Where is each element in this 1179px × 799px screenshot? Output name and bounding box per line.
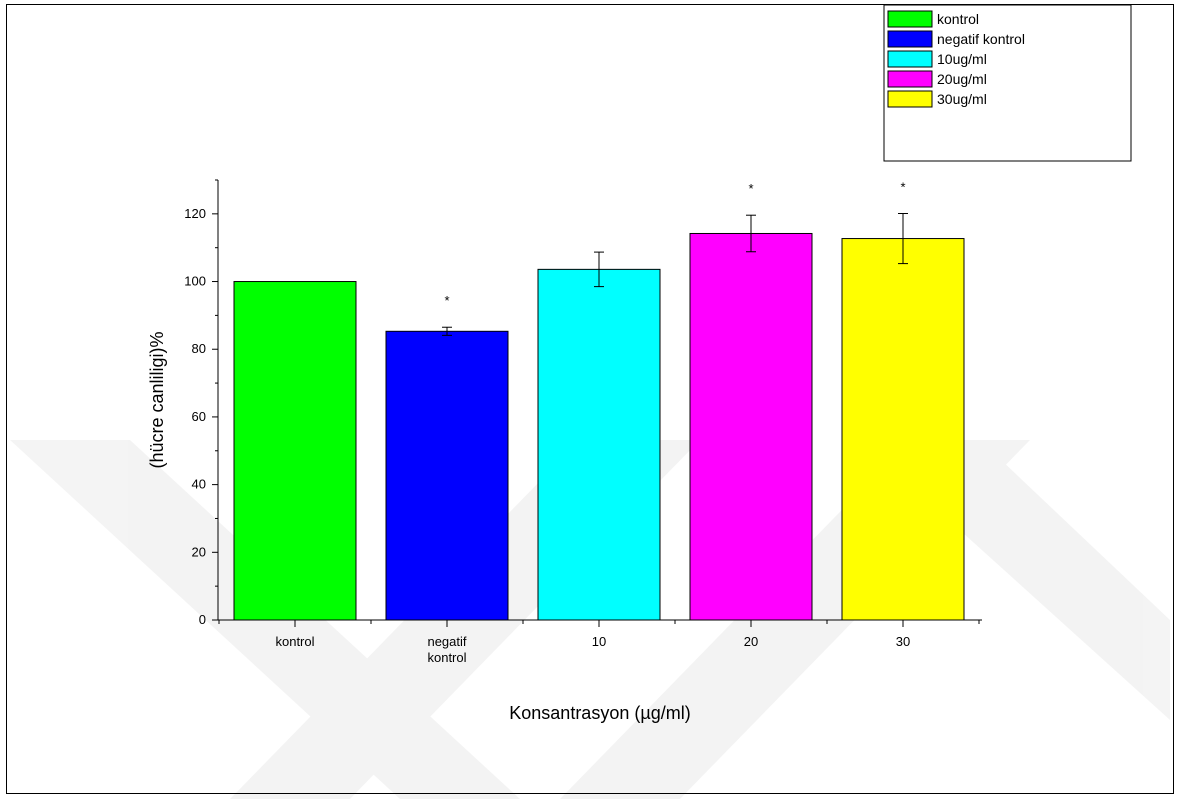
x-axis-title: Konsantrasyon (µg/ml) <box>509 703 690 723</box>
legend-label-4: 30ug/ml <box>937 91 987 107</box>
legend-swatch-4 <box>887 90 933 108</box>
x-tick-label: 10 <box>592 634 606 649</box>
legend: kontrol negatif kontrol 10ug/ml 20ug/ml 30ug… <box>883 4 1132 162</box>
chart-frame <box>6 4 1174 794</box>
y-tick-label: 120 <box>184 206 206 221</box>
x-tick-label: 30 <box>896 634 910 649</box>
legend-swatch-0 <box>887 10 933 28</box>
legend-swatch-2 <box>887 50 933 68</box>
bar-0 <box>233 281 357 621</box>
significance-star-1: * <box>444 293 449 308</box>
x-tick-label: kontrol <box>427 650 466 665</box>
legend-label-0: kontrol <box>937 11 979 27</box>
legend-label-3: 20ug/ml <box>937 71 987 87</box>
significance-markers: * * * <box>444 180 905 309</box>
y-tick-label: 0 <box>199 612 206 627</box>
y-tick-label: 60 <box>192 409 206 424</box>
error-bars <box>442 213 908 336</box>
legend-label-1: negatif kontrol <box>937 31 1025 47</box>
legend-swatch-1 <box>887 30 933 48</box>
legend-swatch-3 <box>887 70 933 88</box>
y-tick-label: 40 <box>192 477 206 492</box>
legend-label-2: 10ug/ml <box>937 51 987 67</box>
bar-2 <box>537 268 661 621</box>
y-tick-label: 100 <box>184 274 206 289</box>
y-tick-label: 20 <box>192 544 206 559</box>
x-tick-label: negatif <box>427 634 466 649</box>
significance-star-3: * <box>748 181 753 196</box>
x-tick-label: 20 <box>744 634 758 649</box>
significance-star-4: * <box>900 180 905 195</box>
bar-3 <box>689 232 813 621</box>
y-tick-label: 80 <box>192 341 206 356</box>
bar-1 <box>385 330 509 621</box>
bar-4 <box>841 238 965 621</box>
legend-box <box>883 4 1132 162</box>
x-tick-label: kontrol <box>275 634 314 649</box>
bars <box>233 232 965 621</box>
y-axis-title: (hücre canliligi)% <box>147 331 167 468</box>
